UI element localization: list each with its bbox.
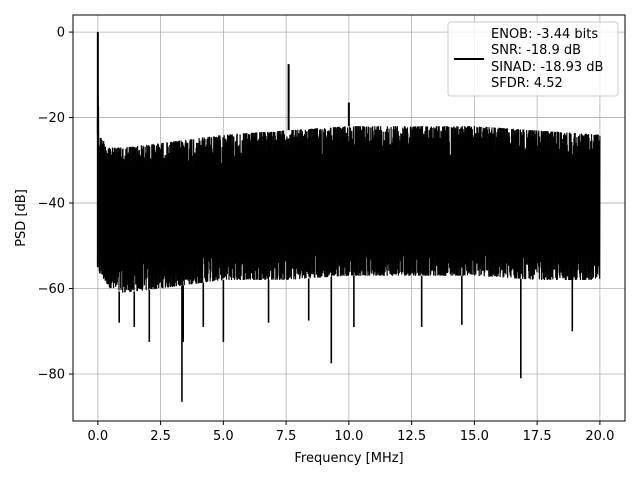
legend: ENOB: -3.44 bits SNR: -18.9 dB SINAD: -1…: [447, 21, 619, 97]
legend-entry-line-3: SINAD: -18.93 dB: [491, 60, 603, 75]
y-tick-label: −20: [38, 111, 65, 126]
y-axis-label: PSD [dB]: [14, 189, 29, 247]
y-axis: 0 −20 −40 −60 −80: [38, 26, 73, 382]
y-tick-label: −40: [38, 197, 65, 212]
x-axis: 0.0 2.5 5.0 7.5 10.0 12.5 15.0 17.5 20.0: [88, 421, 614, 444]
x-tick-label: 17.5: [523, 429, 552, 444]
x-tick-label: 5.0: [213, 429, 234, 444]
legend-entry-line-4: SFDR: 4.52: [491, 76, 563, 91]
y-tick-label: −80: [38, 367, 65, 382]
x-tick-label: 10.0: [334, 429, 363, 444]
x-tick-label: 12.5: [397, 429, 426, 444]
legend-entry-line-2: SNR: -18.9 dB: [491, 43, 581, 58]
x-tick-label: 7.5: [276, 429, 297, 444]
legend-entry-line-1: ENOB: -3.44 bits: [491, 27, 598, 42]
x-axis-label: Frequency [MHz]: [294, 451, 403, 466]
plot-area: [96, 32, 601, 402]
y-tick-label: 0: [57, 26, 65, 41]
x-tick-label: 15.0: [460, 429, 489, 444]
x-tick-label: 20.0: [585, 429, 614, 444]
x-tick-label: 0.0: [88, 429, 109, 444]
x-tick-label: 2.5: [150, 429, 171, 444]
psd-series-line: [97, 96, 601, 293]
y-tick-label: −60: [38, 282, 65, 297]
legend-box: [447, 21, 619, 97]
